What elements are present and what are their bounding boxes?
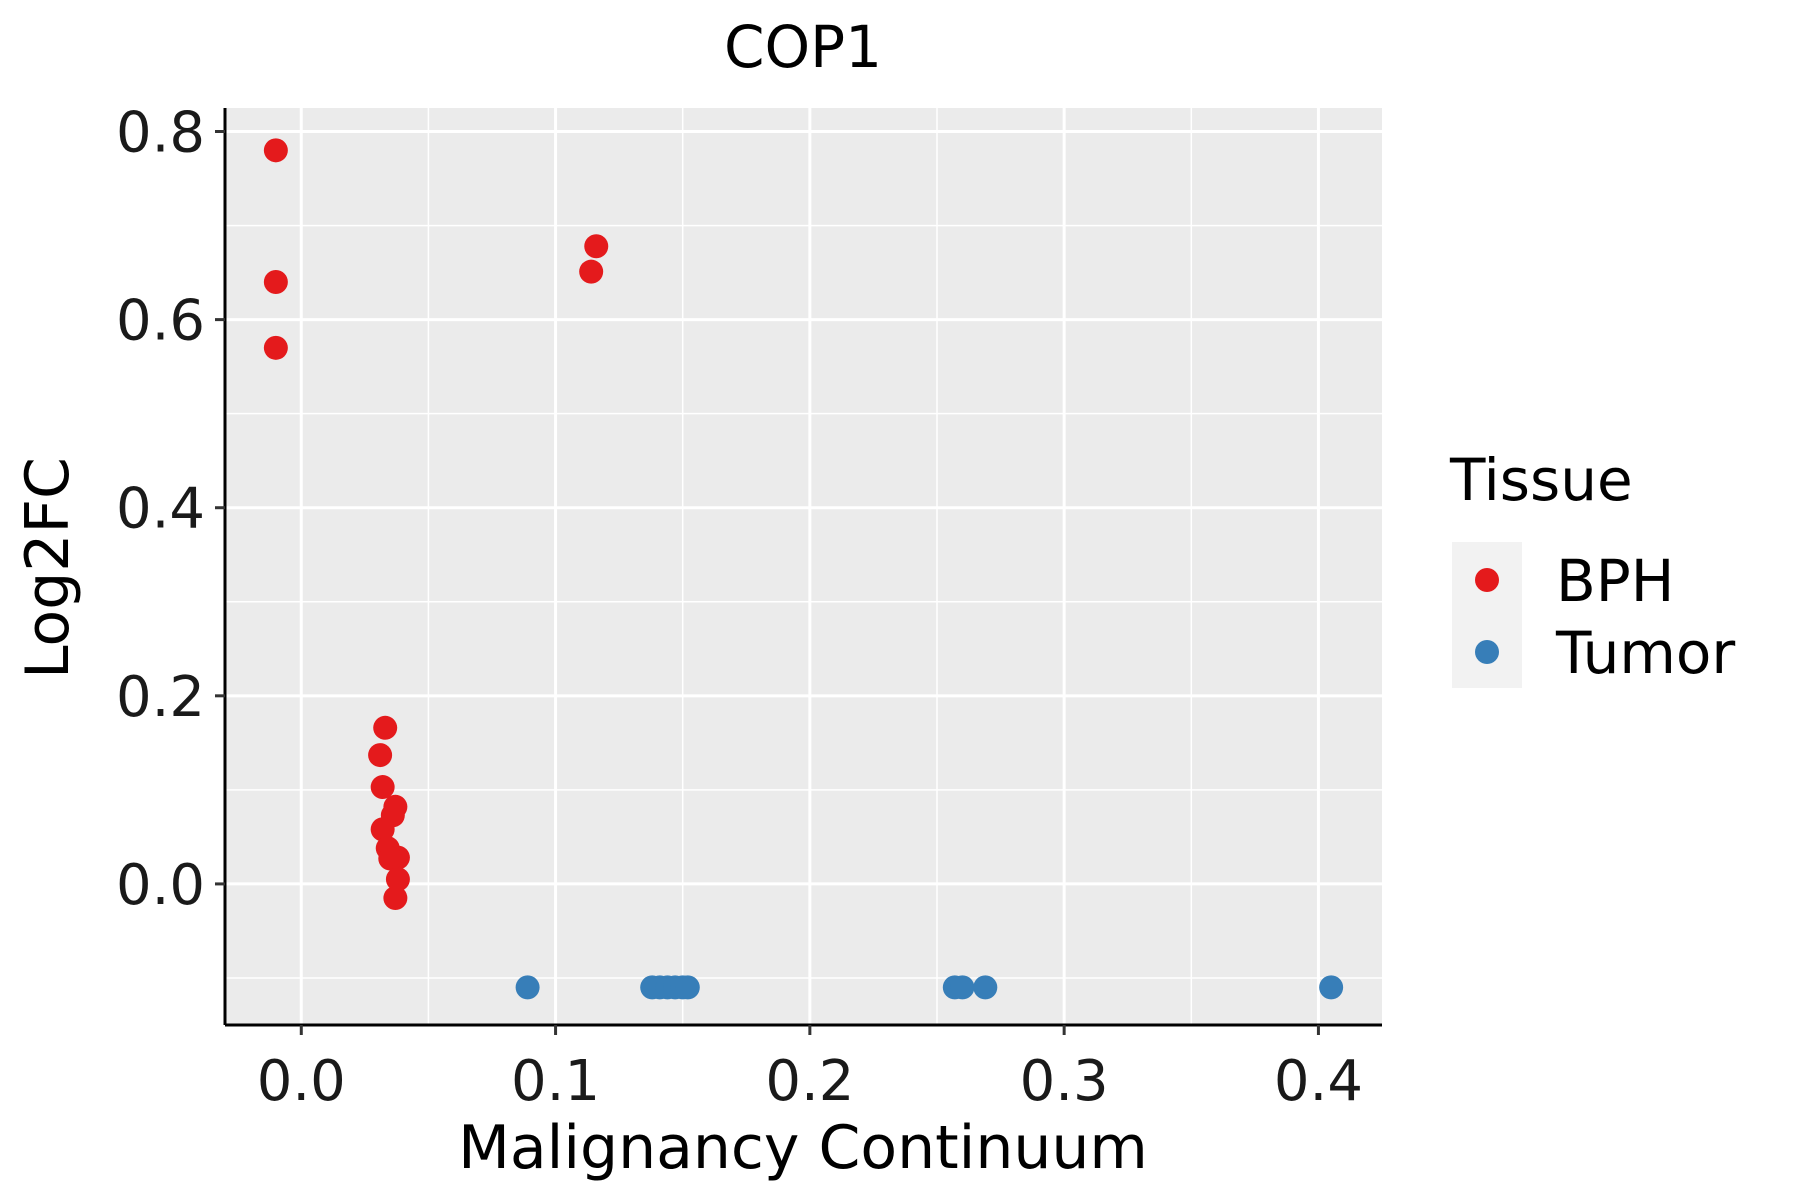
data-point-tumor <box>950 975 975 1000</box>
data-point-bph <box>373 715 398 740</box>
y-tick-label: 0.4 <box>116 477 205 542</box>
y-tick-label: 0.6 <box>116 289 205 354</box>
x-axis-ticks: 0.0 0.1 0.2 0.3 0.4 <box>257 1025 1363 1114</box>
y-tick-label: 0.2 <box>116 665 205 730</box>
plot-panel <box>225 108 1382 1025</box>
data-point-bph <box>368 743 393 768</box>
legend-label-tumor: Tumor <box>1555 619 1735 687</box>
data-point-tumor <box>675 975 700 1000</box>
data-point-bph <box>263 269 288 294</box>
chart-title: COP1 <box>724 13 882 81</box>
legend-label-bph: BPH <box>1556 547 1674 615</box>
data-point-bph <box>263 335 288 360</box>
data-points <box>263 138 1344 1000</box>
data-point-bph <box>370 817 395 842</box>
legend-swatch-tumor <box>1475 640 1499 664</box>
x-tick-label: 0.1 <box>511 1049 600 1114</box>
data-point-bph <box>385 867 410 892</box>
data-point-bph <box>584 234 609 259</box>
y-axis-title: Log2FC <box>13 457 83 679</box>
x-tick-label: 0.4 <box>1274 1049 1363 1114</box>
x-tick-label: 0.3 <box>1020 1049 1109 1114</box>
y-tick-label: 0.0 <box>116 853 205 918</box>
data-point-bph <box>579 259 604 284</box>
major-gridlines <box>225 108 1382 1025</box>
y-tick-label: 0.8 <box>116 101 205 166</box>
data-point-bph <box>263 138 288 163</box>
data-point-tumor <box>515 975 540 1000</box>
x-axis-title: Malignancy Continuum <box>458 1113 1148 1183</box>
legend-title: Tissue <box>1449 446 1633 514</box>
data-point-tumor <box>973 975 998 1000</box>
data-point-bph <box>378 846 403 871</box>
data-point-tumor <box>1319 975 1344 1000</box>
data-point-bph <box>370 775 395 800</box>
legend-key-background <box>1452 542 1522 688</box>
y-axis-ticks: 0.0 0.2 0.4 0.6 0.8 <box>116 101 225 918</box>
x-tick-label: 0.2 <box>765 1049 854 1114</box>
legend-swatch-bph <box>1475 568 1499 592</box>
x-tick-label: 0.0 <box>257 1049 346 1114</box>
minor-gridlines <box>225 108 1382 1025</box>
data-point-bph <box>383 886 408 911</box>
